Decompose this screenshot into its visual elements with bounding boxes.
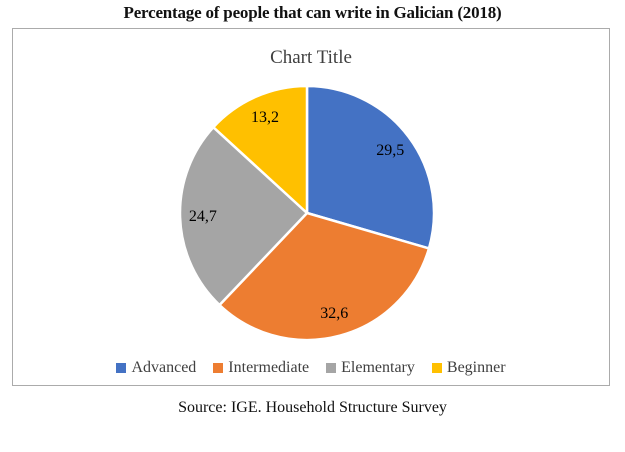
page-title: Percentage of people that can write in G… (123, 3, 502, 22)
legend: Advanced Intermediate Elementary Beginner (13, 360, 609, 376)
legend-label: Intermediate (228, 359, 310, 376)
legend-item-elementary[interactable]: Elementary (326, 360, 415, 376)
chart-title: Chart Title (270, 47, 352, 68)
legend-label: Advanced (131, 359, 197, 376)
pie-slice-advanced[interactable] (305, 84, 436, 250)
legend-label: Beginner (446, 359, 506, 376)
pie-chart: 29,5 32,6 24,7 13,2 (178, 84, 436, 342)
pie-slice-elementary[interactable] (178, 125, 309, 307)
pie-slice-intermediate[interactable] (218, 211, 431, 342)
legend-item-beginner[interactable]: Beginner (431, 359, 506, 376)
legend-label: Elementary (341, 359, 415, 376)
data-label-beginner: 13,2 (251, 109, 279, 126)
data-label-intermediate: 32,6 (320, 305, 348, 322)
data-label-elementary: 24,7 (189, 208, 217, 225)
source-caption: Source: IGE. Household Structure Survey (178, 399, 447, 416)
pie-slice-beginner[interactable] (212, 84, 309, 215)
legend-swatch-icon (213, 363, 224, 373)
legend-item-intermediate[interactable]: Intermediate (213, 360, 309, 376)
data-label-advanced: 29,5 (376, 142, 404, 159)
chart-frame: 29,5 32,6 24,7 13,2 Chart Title Advanced Int… (12, 28, 610, 386)
legend-item-advanced[interactable]: Advanced (116, 360, 196, 376)
legend-swatch-icon (326, 363, 337, 373)
legend-swatch-icon (116, 363, 127, 373)
legend-swatch-icon (431, 363, 442, 373)
